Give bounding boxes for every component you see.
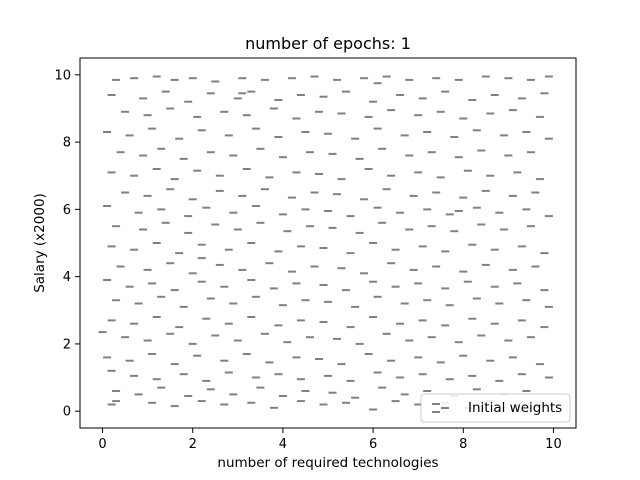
y-tick-label: 8 xyxy=(63,136,71,151)
y-tick-label: 10 xyxy=(54,68,71,83)
chart-title: number of epochs: 1 xyxy=(245,34,411,53)
y-axis-ticks: 0 2 4 6 8 10 xyxy=(54,68,80,420)
plot-frame xyxy=(79,57,577,429)
y-axis-label: Salary (x2000) xyxy=(32,193,48,293)
x-axis-label: number of required technologies xyxy=(217,455,438,471)
x-tick-label: 4 xyxy=(279,437,287,452)
y-tick-label: 6 xyxy=(63,203,71,218)
x-tick-label: 10 xyxy=(545,437,562,452)
legend-entry-label: Initial weights xyxy=(468,400,562,416)
y-tick-label: 2 xyxy=(63,337,71,352)
x-axis-ticks: 0 2 4 6 8 10 xyxy=(98,428,562,452)
x-tick-label: 8 xyxy=(459,437,467,452)
legend-marker xyxy=(432,403,449,413)
data-marks xyxy=(98,75,553,411)
y-tick-label: 0 xyxy=(63,405,71,420)
x-tick-label: 2 xyxy=(189,437,197,452)
x-tick-label: 6 xyxy=(369,437,377,452)
x-tick-label: 0 xyxy=(98,437,106,452)
legend-box xyxy=(420,393,571,423)
legend: Initial weights xyxy=(420,393,571,423)
y-tick-label: 4 xyxy=(63,270,71,285)
